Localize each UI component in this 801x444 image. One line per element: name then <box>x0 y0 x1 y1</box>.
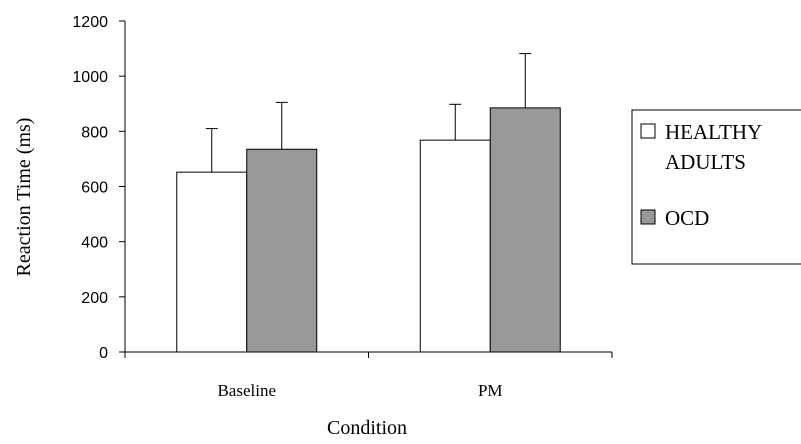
x-axis-title: Condition <box>327 417 407 439</box>
bars <box>176 107 561 353</box>
legend-frame <box>631 109 801 265</box>
y-axis-title: Reaction Time (ms) <box>13 118 35 277</box>
y-axis-ticks: 0 200 400 600 800 1000 1200 <box>72 14 125 362</box>
y-tick-label: 400 <box>81 235 108 252</box>
x-tick-label: Baseline <box>217 381 276 400</box>
legend-label: ADULTS <box>665 150 746 174</box>
y-tick-label: 1200 <box>72 14 108 31</box>
y-tick-label: 200 <box>81 290 108 307</box>
x-axis-ticks: Baseline PM <box>124 352 613 400</box>
legend-swatch <box>640 123 656 139</box>
error-bars <box>205 53 532 173</box>
y-tick-label: 600 <box>81 180 108 197</box>
bar <box>176 171 248 353</box>
legend-swatch <box>640 209 656 225</box>
legend-label: OCD <box>665 206 709 230</box>
bar <box>419 139 491 353</box>
y-tick-label: 1000 <box>72 69 108 86</box>
legend-label: HEALTHY <box>665 120 762 144</box>
bar <box>246 148 318 353</box>
x-tick-label: PM <box>478 381 503 400</box>
legend: HEALTHY ADULTS OCD <box>631 109 801 265</box>
bar <box>489 107 561 353</box>
y-tick-label: 800 <box>81 124 108 141</box>
y-tick-label: 0 <box>99 345 108 362</box>
